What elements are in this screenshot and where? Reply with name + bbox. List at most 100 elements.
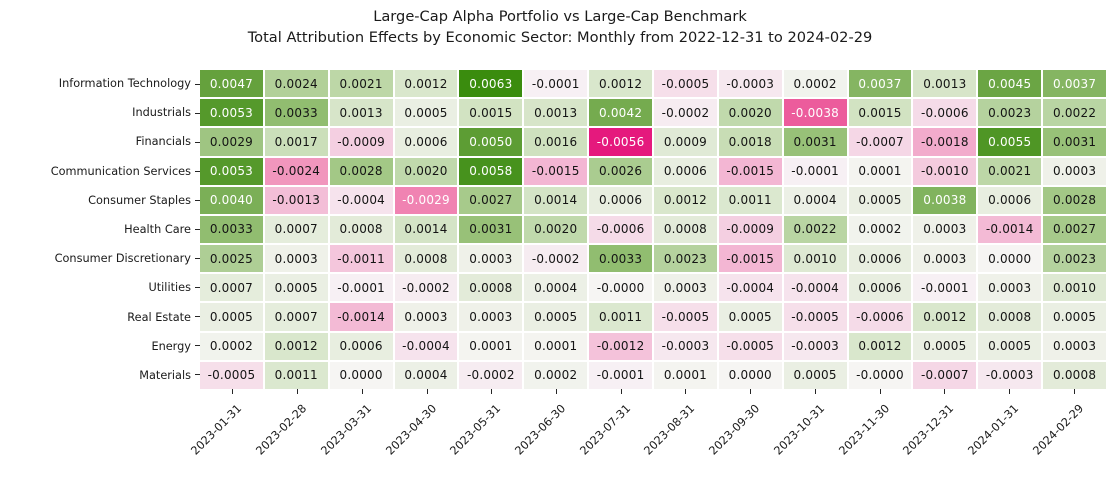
- heatmap-cell: 0.0005: [848, 186, 912, 214]
- heatmap-cell: -0.0018: [913, 128, 977, 156]
- x-tick-mark: [297, 389, 299, 394]
- x-axis-labels: 2023-01-31 2023-02-28 2023-03-31 2023-04-30…: [189, 394, 1106, 480]
- heatmap-cell: 0.0018: [718, 128, 782, 156]
- heatmap-cell: 0.0011: [264, 361, 328, 389]
- y-tick-mark: [195, 84, 200, 85]
- heatmap-cell: 0.0027: [459, 186, 523, 214]
- heatmap-cell: 0.0023: [654, 245, 717, 273]
- heatmap-cell: 0.0014: [394, 215, 458, 244]
- y-tick-mark: [195, 229, 200, 230]
- y-tick-mark: [195, 113, 200, 114]
- heatmap-cell: 0.0003: [459, 303, 523, 331]
- heatmap-cell: 0.0006: [654, 157, 717, 185]
- heatmap-cell: -0.0014: [329, 303, 393, 331]
- heatmap-cell: 0.0021: [978, 157, 1042, 185]
- heatmap-cell: -0.0011: [329, 245, 393, 273]
- y-tick-label: Consumer Staples: [88, 193, 191, 207]
- heatmap-cell: 0.0015: [459, 99, 523, 127]
- y-tick-mark: [195, 200, 200, 201]
- heatmap-cell: 0.0003: [978, 274, 1042, 302]
- x-tick-label: 2024-01-31: [965, 402, 1022, 458]
- heatmap-cell: 0.0004: [783, 186, 847, 214]
- heatmap-cell: 0.0001: [654, 361, 717, 389]
- x-tick-label: 2023-01-31: [188, 402, 245, 458]
- x-tick-mark: [555, 389, 557, 394]
- heatmap-cell: 0.0001: [848, 157, 912, 185]
- heatmap-cell: 0.0006: [329, 332, 393, 360]
- heatmap-grid: 0.0047 0.0024 0.0021 0.0012 0.0063 -0.0001 0.0…: [200, 70, 1106, 389]
- heatmap-cell: -0.0012: [589, 332, 652, 360]
- heatmap-cell: 0.0006: [978, 186, 1042, 214]
- heatmap-cell: 0.0033: [589, 245, 652, 273]
- heatmap-cell: 0.0010: [783, 245, 847, 273]
- heatmap-cell: -0.0001: [524, 70, 588, 98]
- heatmap-cell: 0.0012: [913, 303, 977, 331]
- x-tick-mark: [232, 389, 234, 394]
- heatmap-cell: 0.0055: [978, 128, 1042, 156]
- heatmap-cell: 0.0008: [329, 215, 393, 244]
- heatmap-cell: 0.0012: [394, 70, 458, 98]
- heatmap-cell: 0.0008: [394, 245, 458, 273]
- x-tick-mark: [879, 389, 881, 394]
- heatmap-cell: 0.0003: [264, 245, 328, 273]
- heatmap-cell: -0.0004: [783, 274, 847, 302]
- heatmap-cell: 0.0028: [329, 157, 393, 185]
- heatmap-cell: -0.0005: [654, 303, 717, 331]
- heatmap-cell: 0.0038: [913, 186, 977, 214]
- x-tick-label: 2023-09-30: [706, 402, 763, 458]
- heatmap-cell: 0.0003: [459, 245, 523, 273]
- heatmap-cell: 0.0011: [718, 186, 782, 214]
- heatmap-cell: -0.0001: [589, 361, 652, 389]
- heatmap-cell: 0.0027: [1043, 215, 1106, 244]
- heatmap-cell: 0.0005: [783, 361, 847, 389]
- heatmap-cell: 0.0042: [589, 99, 652, 127]
- chart-subtitle: Total Attribution Effects by Economic Se…: [247, 28, 873, 46]
- heatmap-cell: 0.0005: [718, 303, 782, 331]
- heatmap-cell: -0.0004: [718, 274, 782, 302]
- x-tick-label: 2023-08-31: [641, 402, 698, 458]
- heatmap-cell: 0.0015: [848, 99, 912, 127]
- heatmap-cell: 0.0012: [264, 332, 328, 360]
- heatmap-cell: -0.0038: [783, 99, 847, 127]
- heatmap-cell: -0.0013: [264, 186, 328, 214]
- heatmap-cell: 0.0000: [329, 361, 393, 389]
- y-tick-mark: [195, 258, 200, 259]
- x-tick-label: 2023-04-30: [383, 402, 439, 458]
- heatmap-cell: -0.0000: [848, 361, 912, 389]
- heatmap-cell: 0.0023: [1043, 245, 1106, 273]
- heatmap-cell: 0.0005: [264, 274, 328, 302]
- x-tick-mark: [685, 389, 687, 394]
- heatmap-cell: 0.0013: [524, 99, 588, 127]
- heatmap-cell: 0.0050: [459, 128, 523, 156]
- heatmap-cell: -0.0010: [913, 157, 977, 185]
- heatmap-cell: 0.0007: [200, 274, 263, 302]
- heatmap-cell: 0.0031: [783, 128, 847, 156]
- y-tick-label: Utilities: [148, 281, 191, 295]
- heatmap-cell: 0.0006: [848, 274, 912, 302]
- heatmap-cell: -0.0007: [848, 128, 912, 156]
- heatmap-cell: -0.0002: [394, 274, 458, 302]
- heatmap-cell: 0.0026: [589, 157, 652, 185]
- heatmap-cell: 0.0017: [264, 128, 328, 156]
- heatmap-cell: -0.0001: [329, 274, 393, 302]
- chart-title: Large-Cap Alpha Portfolio vs Large-Cap B…: [373, 8, 747, 25]
- heatmap-cell: 0.0012: [654, 186, 717, 214]
- x-tick-mark: [750, 389, 752, 394]
- x-tick-mark: [1008, 389, 1010, 394]
- heatmap-cell: -0.0015: [524, 157, 588, 185]
- heatmap-cell: 0.0004: [524, 274, 588, 302]
- heatmap-cell: 0.0029: [200, 128, 263, 156]
- y-tick-mark: [195, 287, 200, 288]
- heatmap-cell: 0.0053: [200, 99, 263, 127]
- x-tick-label: 2023-10-31: [771, 402, 827, 458]
- heatmap-cell: 0.0006: [589, 186, 652, 214]
- heatmap-cell: 0.0013: [329, 99, 393, 127]
- heatmap-cell: -0.0003: [783, 332, 847, 360]
- heatmap-cell: 0.0001: [524, 332, 588, 360]
- heatmap-cell: -0.0001: [913, 274, 977, 302]
- chart-title-block: Large-Cap Alpha Portfolio vs Large-Cap B…: [0, 7, 1120, 48]
- heatmap-cell: 0.0011: [589, 303, 652, 331]
- heatmap-cell: 0.0008: [978, 303, 1042, 331]
- heatmap-cell: -0.0004: [394, 332, 458, 360]
- heatmap-cell: 0.0016: [524, 128, 588, 156]
